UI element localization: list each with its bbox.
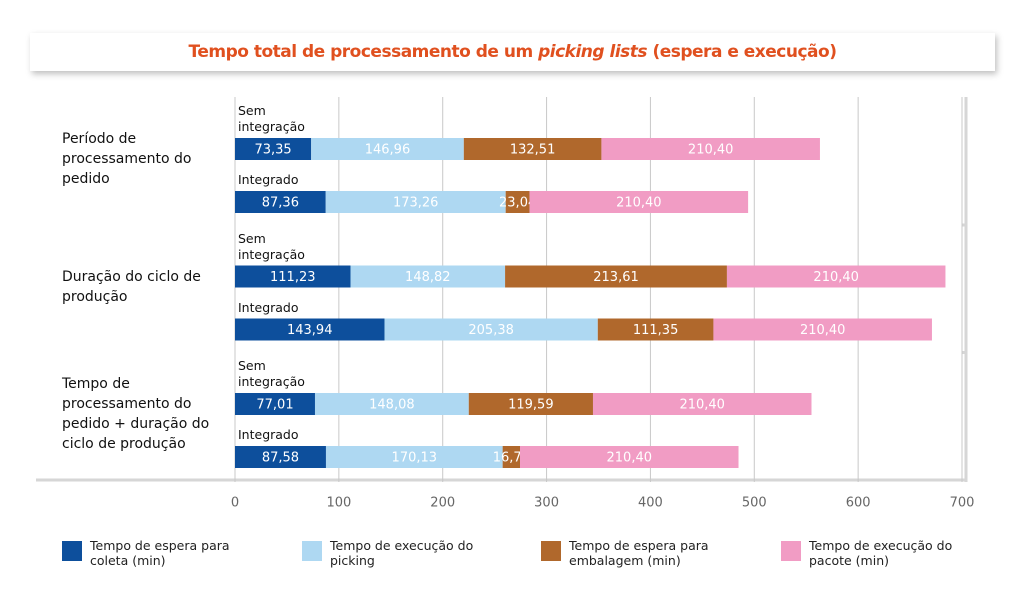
legend-label: Tempo de espera para coleta (min) <box>90 538 230 568</box>
value-label: 205,38 <box>468 323 514 338</box>
bar-segment <box>235 138 312 160</box>
bar-segment <box>235 393 315 415</box>
bar-segment <box>592 393 812 415</box>
value-label: 210,40 <box>800 323 846 338</box>
x-tick-label: 200 <box>430 496 455 511</box>
legend-label: Tempo de espera para embalagem (min) <box>569 538 709 568</box>
value-label: 143,94 <box>287 323 333 338</box>
x-tick-label: 400 <box>638 496 663 511</box>
value-label: 148,82 <box>405 270 451 285</box>
bar-segment <box>502 446 521 468</box>
value-label: 77,01 <box>256 398 293 413</box>
chart-title: Tempo total de processamento de um picki… <box>30 33 995 71</box>
bar-segment <box>505 265 727 288</box>
bar-segment <box>325 446 503 468</box>
bar-segment <box>713 318 932 341</box>
bar-segment <box>314 393 469 415</box>
value-label: 119,59 <box>508 398 554 413</box>
bar-segment <box>468 393 593 415</box>
value-label: 148,08 <box>369 398 415 413</box>
bar-segment <box>384 318 598 341</box>
value-label: 213,61 <box>593 270 639 285</box>
bar-segment <box>235 318 385 341</box>
bar-segment <box>601 138 820 160</box>
bar-segment <box>529 191 749 213</box>
row-label: Integrado <box>238 172 299 187</box>
bar-segment <box>235 265 351 288</box>
bar-segment <box>311 138 464 160</box>
bar-segment <box>597 318 714 341</box>
value-label: 132,51 <box>510 143 556 158</box>
value-label: 210,40 <box>607 451 653 466</box>
legend-swatch <box>302 541 322 561</box>
value-label: 170,13 <box>392 451 438 466</box>
bar-segment <box>235 446 326 468</box>
group-label: Período de processamento do pedido <box>62 131 192 187</box>
row-label: Sem integração <box>238 358 305 389</box>
bar-segment <box>505 191 530 213</box>
value-label: 210,40 <box>813 270 859 285</box>
bar-segment <box>325 191 506 213</box>
legend-label: Tempo de execução do pacote (min) <box>809 538 953 568</box>
row-label: Sem integração <box>238 230 305 262</box>
value-label: 146,96 <box>365 143 411 158</box>
value-label: 210,40 <box>616 196 662 211</box>
value-label: 73,35 <box>254 143 291 158</box>
value-label: 210,40 <box>688 143 734 158</box>
row-label: Integrado <box>238 427 299 442</box>
x-tick-label: 600 <box>846 496 871 511</box>
x-tick-label: 700 <box>950 496 975 511</box>
row-label: Sem integração <box>238 103 305 134</box>
value-label: 87,58 <box>262 451 299 466</box>
legend-label: Tempo de execução do picking <box>330 538 474 568</box>
title-part: picking lists <box>538 42 648 62</box>
group-label: Tempo de processamento do pedido + duraç… <box>62 376 210 452</box>
x-tick-label: 0 <box>231 496 239 511</box>
row-label: Integrado <box>238 299 299 315</box>
x-tick-label: 500 <box>742 496 767 511</box>
title-part: (espera e execução) <box>652 42 837 62</box>
legend-swatch <box>541 541 561 561</box>
value-label: 210,40 <box>679 398 725 413</box>
title-part: Tempo total de processamento de um <box>188 42 534 62</box>
value-label: 111,23 <box>270 270 316 285</box>
bar-segment <box>520 446 739 468</box>
value-label: 23,04 <box>499 196 536 211</box>
x-tick-label: 300 <box>534 496 559 511</box>
value-label: 173,26 <box>393 196 439 211</box>
legend-swatch <box>781 541 801 561</box>
legend-swatch <box>62 541 82 561</box>
bar-segment <box>463 138 602 160</box>
bar-segment <box>726 265 946 288</box>
group-label: Duração do ciclo de produção <box>62 268 201 305</box>
bar-segment <box>235 191 326 213</box>
value-label: 87,36 <box>262 196 299 211</box>
x-tick-label: 100 <box>326 496 351 511</box>
value-label: 111,35 <box>633 323 679 338</box>
bar-segment <box>350 265 506 288</box>
